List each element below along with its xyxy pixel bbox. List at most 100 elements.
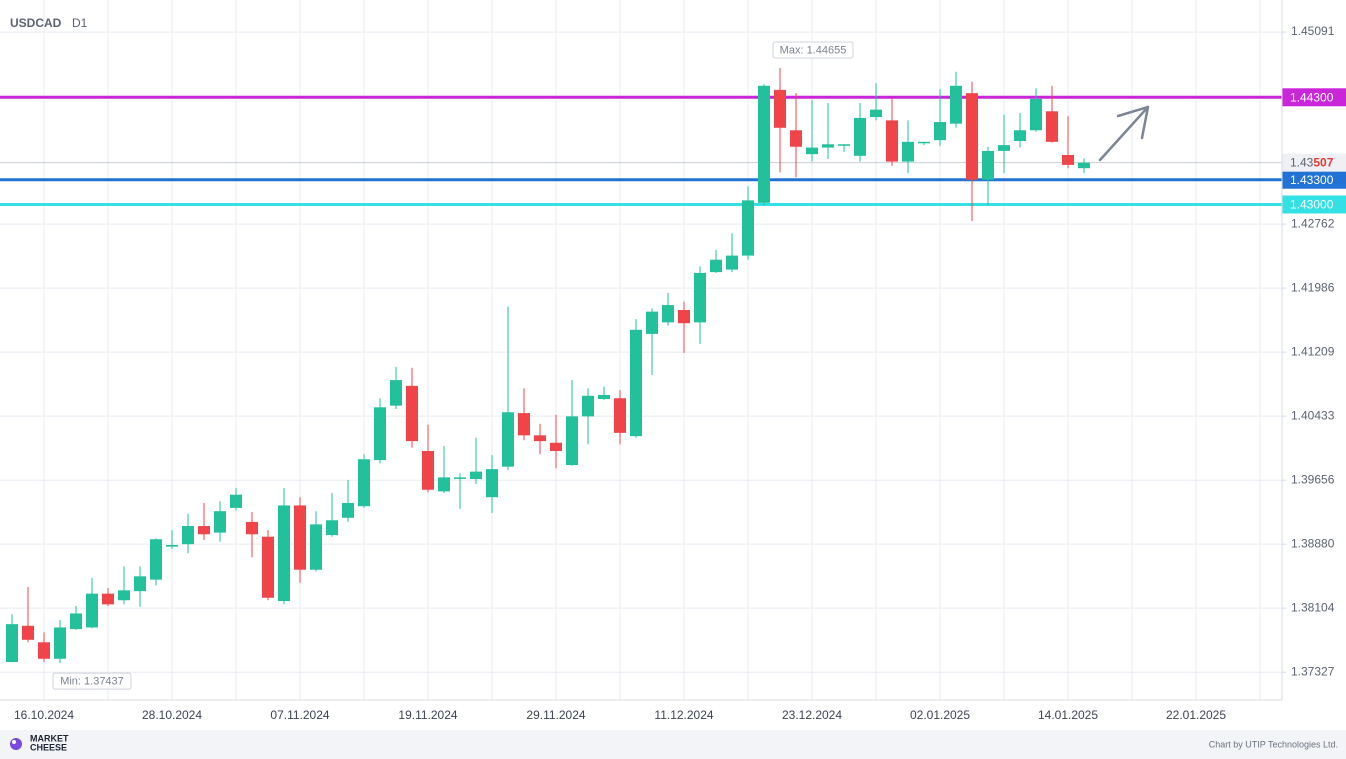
current-price-label: 1.43507 [1290,156,1334,170]
level-label-box [1282,195,1346,214]
candle-body [902,141,914,162]
candle-body [614,398,626,433]
x-tick-label: 23.12.2024 [782,708,842,722]
candle-body [150,539,162,580]
candle-body [1030,98,1042,131]
candle-body [54,627,66,659]
y-tick-label: 1.40433 [1291,408,1335,422]
candle-body [790,130,802,147]
candle-body [390,380,402,406]
y-tick-label: 1.42762 [1291,216,1335,230]
candle-body [534,435,546,442]
y-tick-label: 1.39656 [1291,472,1335,486]
chart-title: USDCAD [10,16,62,30]
candle-body [310,524,322,570]
candle-body [358,459,370,507]
candle-body [966,93,978,180]
brand-logo: MARKET CHEESE [10,733,69,752]
candle-body [758,85,770,203]
candle-body [278,505,290,602]
y-tick-label: 1.41209 [1291,344,1335,358]
y-tick-label: 1.37327 [1291,664,1335,678]
candle-body [198,526,210,535]
candle-body [1046,111,1058,142]
brand-top: MARKET [30,733,69,743]
x-tick-label: 14.01.2025 [1038,708,1098,722]
candle-body [1014,130,1026,141]
level-label: 1.43300 [1290,173,1334,187]
grid-layer [0,0,1282,700]
candle-body [950,85,962,124]
candle-body [326,520,338,536]
candle-body [1062,155,1074,165]
candle-body [134,576,146,592]
candle-body [262,536,274,598]
y-tick-label: 1.41986 [1291,280,1335,294]
candle-body [102,593,114,605]
max-label: Max: 1.44655 [780,44,847,56]
candle-body [470,471,482,480]
candle-body [22,625,34,640]
x-tick-label: 02.01.2025 [910,708,970,722]
candle-body [294,505,306,570]
candle-body [998,145,1010,151]
max-label-box [772,41,854,59]
y-tick-label: 1.38104 [1291,600,1335,614]
x-tick-label: 19.11.2024 [398,708,457,722]
candle-body [550,442,562,452]
candle-body [694,272,706,323]
chart-subtitle: D1 [72,16,88,30]
candle-body [982,150,994,180]
x-tick-label: 07.11.2024 [270,708,329,722]
candle-body [838,144,850,146]
candle-body [774,89,786,128]
current-price-box [1282,153,1346,172]
x-tick-label: 11.12.2024 [654,708,713,722]
candle-body [422,451,434,490]
min-label: Min: 1.37437 [60,676,124,688]
brand-bottom: CHEESE [30,742,67,752]
levels-layer [0,95,1282,206]
candle-body [630,329,642,437]
candle-body [502,412,514,467]
x-tick-label: 29.11.2024 [526,708,585,722]
level-label-box [1282,88,1346,107]
candle-body [822,144,834,148]
candle-body [38,642,50,659]
level-label-box [1282,170,1346,189]
candle-body [1078,162,1090,169]
candle-body [518,413,530,436]
level-label: 1.43000 [1290,198,1334,212]
candle-body [438,477,450,492]
candle-body [806,147,818,155]
candle-body [182,526,194,545]
candle-body [678,310,690,324]
candle-body [342,502,354,518]
candle-body [566,416,578,466]
y-tick-label: 1.38880 [1291,536,1335,550]
candle-body [662,305,674,323]
candle-body [918,141,930,144]
candle-body [70,613,82,630]
y-tick-label: 1.45091 [1291,24,1335,38]
labels-layer: 1.45091 1.42762 1.41986 1.41209 1.40433 1.396… [14,24,1346,722]
candle-body [582,395,594,417]
candle-body [214,511,226,533]
credit: Chart by UTIP Technologies Ltd. [1209,739,1338,749]
candle-body [854,117,866,156]
candle-body [598,394,610,400]
candle-body [726,255,738,270]
candle-body [166,544,178,547]
candle-body [934,122,946,141]
trend-arrow [1098,105,1150,162]
candle-body [6,624,18,663]
candle-body [870,109,882,118]
x-tick-label: 22.01.2025 [1166,708,1226,722]
footer-bar [0,730,1346,759]
candle-body [246,521,258,535]
candle-body [710,259,722,273]
candle-body [230,494,242,508]
